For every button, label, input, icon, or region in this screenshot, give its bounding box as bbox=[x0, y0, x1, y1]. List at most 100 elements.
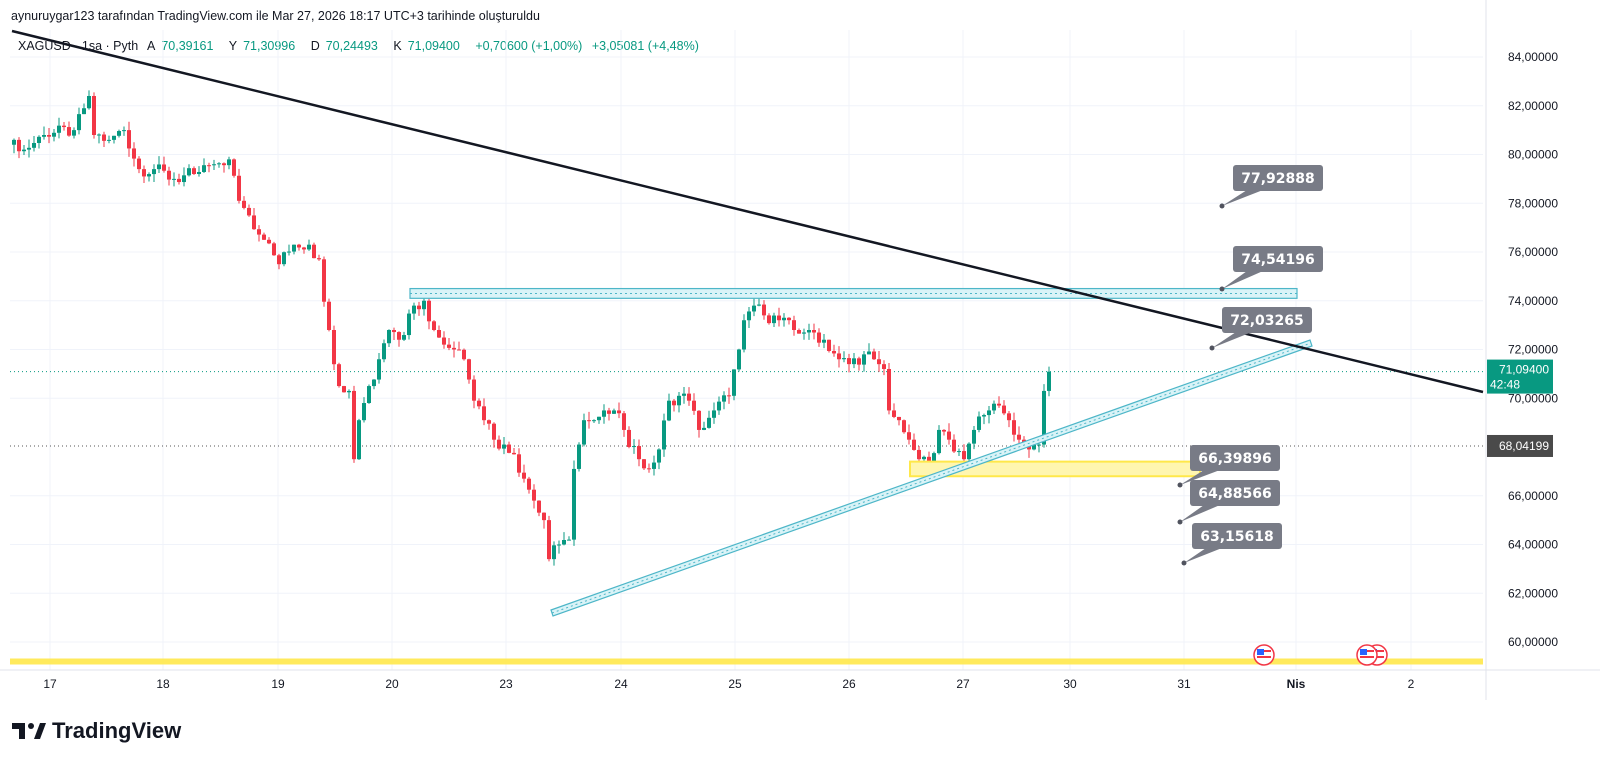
candle-body bbox=[227, 159, 231, 166]
candle bbox=[37, 135, 41, 149]
tradingview-logo[interactable]: TradingView bbox=[12, 718, 181, 744]
candle-body bbox=[182, 175, 186, 183]
candle-body bbox=[127, 130, 131, 149]
candle-body bbox=[667, 400, 671, 421]
candle bbox=[167, 166, 171, 186]
candle-body bbox=[887, 369, 891, 411]
candle-body bbox=[1032, 444, 1036, 450]
candle-body bbox=[397, 332, 401, 340]
candle bbox=[127, 121, 131, 157]
candle bbox=[637, 439, 641, 467]
candle-body bbox=[537, 500, 541, 513]
candle-body bbox=[652, 462, 656, 469]
price-callout[interactable]: 72,03265 bbox=[1209, 307, 1313, 351]
candle bbox=[457, 341, 461, 351]
callout-text: 74,54196 bbox=[1241, 252, 1315, 268]
last-price-value: 71,09400 bbox=[1499, 363, 1549, 377]
price-callout[interactable]: 63,15618 bbox=[1181, 523, 1283, 566]
candle bbox=[592, 419, 596, 423]
candle bbox=[632, 439, 636, 454]
candle bbox=[542, 512, 546, 529]
candle-body bbox=[422, 300, 426, 310]
candle-body bbox=[972, 429, 976, 444]
candle bbox=[467, 358, 471, 384]
price-callout[interactable]: 64,88566 bbox=[1177, 480, 1281, 525]
candle-body bbox=[962, 451, 966, 460]
brand-name: TradingView bbox=[52, 718, 182, 743]
candle-body bbox=[457, 349, 461, 351]
candle bbox=[432, 320, 436, 332]
candle-body bbox=[507, 444, 511, 453]
candle-body bbox=[257, 229, 261, 235]
candle bbox=[352, 385, 356, 463]
candle-body bbox=[462, 349, 466, 360]
candle bbox=[977, 411, 981, 433]
candle-body bbox=[737, 349, 741, 370]
candle bbox=[372, 379, 376, 390]
candle bbox=[602, 404, 606, 424]
candle-body bbox=[1007, 413, 1011, 421]
candle-body bbox=[922, 456, 926, 460]
candle bbox=[687, 387, 691, 406]
candle bbox=[937, 425, 941, 455]
candle-body bbox=[592, 420, 596, 422]
candle-body bbox=[832, 350, 836, 354]
candle-body bbox=[782, 317, 786, 321]
candle-body bbox=[947, 431, 951, 440]
callout-box bbox=[1192, 523, 1282, 549]
price-callout[interactable]: 74,54196 bbox=[1219, 246, 1324, 292]
candle-body bbox=[562, 539, 566, 545]
us-economic-event-flag-icon[interactable] bbox=[1253, 644, 1275, 666]
candle-body bbox=[807, 330, 811, 333]
candle bbox=[312, 242, 316, 259]
candle bbox=[72, 127, 76, 139]
callout-box bbox=[1190, 480, 1280, 506]
candle-body bbox=[897, 416, 901, 421]
candle bbox=[877, 350, 881, 372]
candle-body bbox=[447, 344, 451, 348]
price-tick-label: 74,00000 bbox=[1508, 294, 1558, 308]
candle-body bbox=[147, 174, 151, 177]
price-callout[interactable]: 77,92888 bbox=[1219, 165, 1324, 209]
price-callout[interactable]: 66,39896 bbox=[1177, 445, 1281, 488]
time-axis: 17 18 19 20 23 24 25 26 27 30 31 Nis 2 bbox=[0, 669, 1600, 691]
candle bbox=[747, 307, 751, 329]
us-economic-event-flag-icon[interactable] bbox=[1356, 644, 1378, 666]
candle-body bbox=[977, 416, 981, 430]
time-tick-label: 19 bbox=[271, 677, 285, 691]
candle-body bbox=[527, 478, 531, 490]
candle bbox=[577, 442, 581, 472]
candle-body bbox=[122, 130, 126, 132]
candle-body bbox=[192, 168, 196, 174]
candle bbox=[487, 419, 491, 430]
candle bbox=[22, 145, 26, 155]
candle bbox=[462, 348, 466, 361]
candle-body bbox=[987, 410, 991, 416]
candle-body bbox=[927, 456, 931, 465]
candle bbox=[682, 387, 686, 404]
candle bbox=[17, 137, 21, 159]
candle bbox=[277, 253, 281, 270]
candle-body bbox=[322, 259, 326, 302]
candle-body bbox=[177, 178, 181, 183]
descending-trendline bbox=[11, 29, 1484, 394]
candle bbox=[587, 411, 591, 429]
candle-body bbox=[757, 304, 761, 306]
candle bbox=[807, 323, 811, 340]
candle bbox=[427, 293, 431, 330]
candle-body bbox=[287, 251, 291, 253]
candle-body bbox=[952, 439, 956, 452]
candle-body bbox=[392, 330, 396, 333]
candle-body bbox=[942, 429, 946, 432]
price-tick-label: 70,00000 bbox=[1508, 391, 1558, 405]
candle-body bbox=[727, 395, 731, 397]
candle bbox=[617, 402, 621, 419]
candle bbox=[402, 331, 406, 341]
candle-body bbox=[222, 163, 226, 166]
low-label: D bbox=[310, 39, 320, 53]
flag-stripe bbox=[1264, 650, 1271, 652]
candle-body bbox=[197, 171, 201, 174]
candle-body bbox=[92, 96, 96, 135]
bar-countdown: 42:48 bbox=[1490, 378, 1520, 392]
